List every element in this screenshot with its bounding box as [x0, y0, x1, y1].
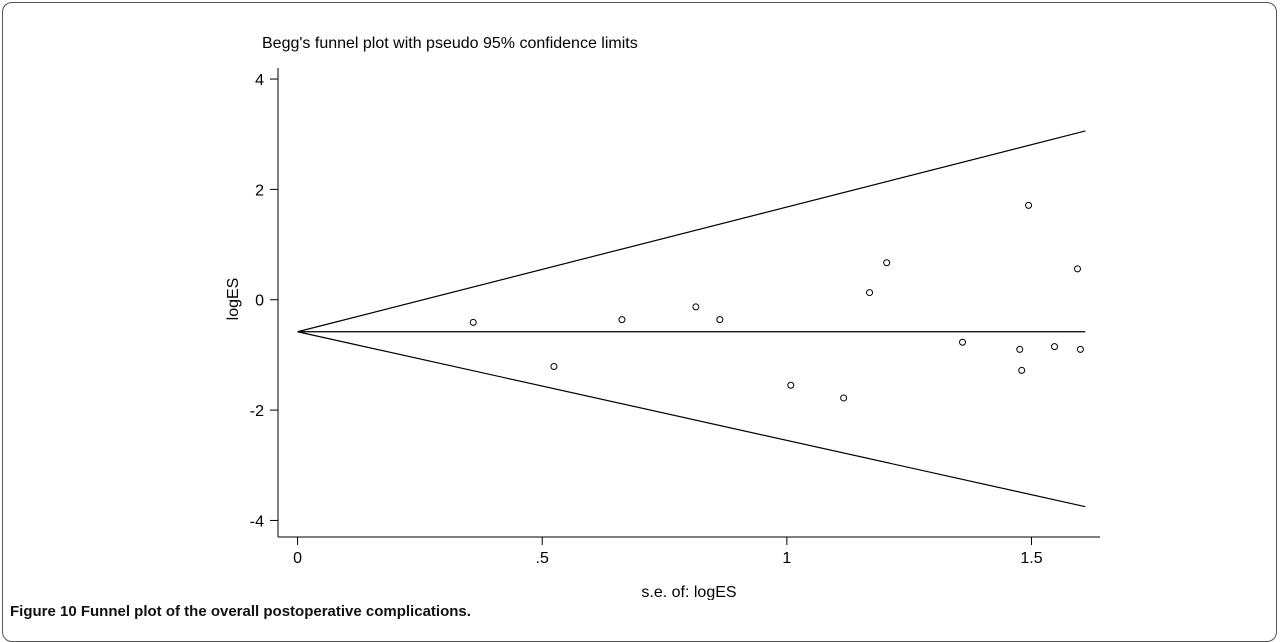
confidence-limits	[297, 130, 1086, 508]
study-point	[1016, 345, 1024, 353]
study-point	[866, 289, 874, 297]
study-point	[787, 381, 795, 389]
study-point	[959, 338, 967, 346]
study-point	[716, 316, 724, 324]
caption-label: Figure 10	[10, 603, 77, 620]
y-tick-label: -4	[250, 513, 264, 530]
x-tick-label: 1	[782, 550, 791, 567]
y-tick-label: 0	[255, 293, 264, 310]
study-point	[550, 363, 558, 371]
study-point	[1050, 343, 1058, 351]
study-point	[692, 303, 700, 311]
study-point	[1076, 345, 1084, 353]
y-axis-label: logES	[225, 278, 242, 321]
study-point	[840, 394, 848, 402]
y-tick-label: 2	[255, 182, 264, 199]
x-axis-label: s.e. of: logES	[641, 584, 736, 600]
study-point	[883, 259, 891, 267]
chart: Begg's funnel plot with pseudo 95% confi…	[225, 35, 1100, 600]
study-point	[1018, 366, 1026, 374]
study-point	[469, 318, 477, 326]
y-tick-label: 4	[255, 72, 264, 89]
y-tick-label: -2	[250, 403, 264, 420]
study-point	[1025, 201, 1033, 209]
x-tick-label: .5	[536, 550, 549, 567]
caption: Figure 10 Funnel plot of the overall pos…	[10, 603, 471, 620]
x-tick-label: 0	[293, 550, 302, 567]
caption-text: Funnel plot of the overall postoperative…	[80, 603, 471, 620]
chart-title: Begg's funnel plot with pseudo 95% confi…	[262, 35, 638, 52]
study-point	[1073, 265, 1081, 273]
study-point	[618, 316, 626, 324]
x-tick-label: 1.5	[1020, 550, 1042, 567]
